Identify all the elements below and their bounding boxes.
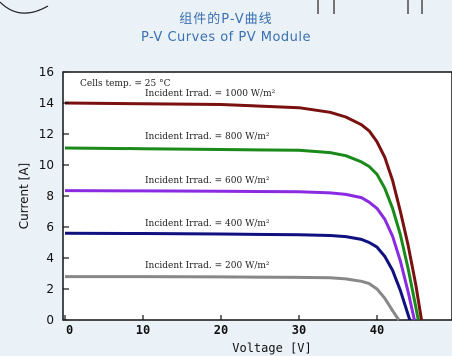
y-tick-label: 6 bbox=[46, 220, 54, 234]
x-tick-label: 10 bbox=[136, 323, 150, 337]
decorative-sketch bbox=[0, 0, 423, 14]
series-line-5 bbox=[65, 275, 401, 321]
series-label-2: Incident Irrad. = 800 W/m² bbox=[145, 132, 270, 142]
x-tick-label: 0 bbox=[66, 323, 73, 337]
y-tick-label: 8 bbox=[46, 189, 54, 203]
y-tick-label: 16 bbox=[39, 65, 54, 79]
series-label-3: Incident Irrad. = 600 W/m² bbox=[145, 176, 270, 186]
y-tick-label: 4 bbox=[46, 251, 54, 265]
series-line-2 bbox=[64, 146, 420, 321]
series-line-3 bbox=[64, 189, 416, 321]
y-tick-label: 0 bbox=[46, 313, 54, 327]
y-tick-label: 2 bbox=[46, 282, 54, 296]
y-tick-label: 12 bbox=[39, 127, 54, 141]
chart-title-cn: 组件的P-V曲线 bbox=[179, 12, 273, 27]
x-axis-label: Voltage [V] bbox=[232, 341, 311, 355]
y-tick-label: 14 bbox=[39, 96, 54, 110]
y-axis-label: Current [A] bbox=[17, 163, 31, 229]
series-label-5: Incident Irrad. = 200 W/m² bbox=[145, 261, 270, 271]
y-tick-label: 10 bbox=[39, 158, 54, 172]
plot-area bbox=[62, 71, 452, 321]
series-line-1 bbox=[64, 101, 423, 321]
temperature-annotation: Cells temp. = 25 °C bbox=[80, 79, 171, 89]
x-tick-label: 40 bbox=[370, 323, 384, 337]
series-label-4: Incident Irrad. = 400 W/m² bbox=[145, 219, 270, 229]
x-tick-label: 20 bbox=[214, 323, 228, 337]
x-tick-label: 30 bbox=[292, 323, 306, 337]
series-label-1: Incident Irrad. = 1000 W/m² bbox=[145, 89, 276, 99]
chart-title-en: P-V Curves of PV Module bbox=[140, 30, 312, 45]
series-line-4 bbox=[64, 231, 412, 321]
